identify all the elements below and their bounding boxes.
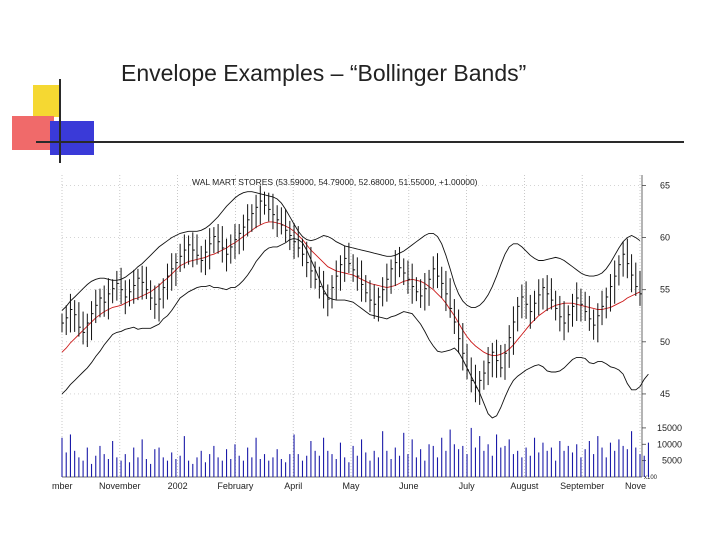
x-tick-label: mber <box>52 481 73 491</box>
x-tick-label: September <box>560 481 604 491</box>
x-tick-label: 2002 <box>168 481 188 491</box>
x-tick-label: June <box>399 481 419 491</box>
x-tick-label: Nove <box>625 481 646 491</box>
slide-title: Envelope Examples – “Bollinger Bands” <box>121 60 527 86</box>
decorative-blue-square <box>50 121 94 155</box>
x-tick-label: November <box>99 481 141 491</box>
price-tick-label: 45 <box>660 389 670 399</box>
decorative-red-square <box>12 116 54 150</box>
x-tick-label: February <box>217 481 254 491</box>
moving-average-line <box>61 221 641 356</box>
volume-multiplier-label: x100 <box>644 475 658 481</box>
decorative-vertical-rule <box>59 79 61 163</box>
price-tick-label: 50 <box>660 337 670 347</box>
x-tick-label: April <box>284 481 302 491</box>
price-tick-label: 55 <box>660 285 670 295</box>
volume-tick-label: 5000 <box>662 456 682 466</box>
bollinger-bands-chart: WAL MART STORES (53.59000, 54.79000, 52.… <box>52 175 682 491</box>
x-tick-label: May <box>342 481 360 491</box>
volume-tick-label: 15000 <box>657 423 682 433</box>
decorative-horizontal-rule <box>36 141 684 143</box>
decorative-yellow-square <box>33 85 59 117</box>
lower-band-line <box>61 238 649 419</box>
upper-band-line <box>61 191 641 311</box>
chart-title: WAL MART STORES (53.59000, 54.79000, 52.… <box>192 177 478 187</box>
volume-tick-label: 10000 <box>657 439 682 449</box>
x-tick-label: July <box>459 481 476 491</box>
price-tick-label: 60 <box>660 233 670 243</box>
x-tick-label: August <box>510 481 539 491</box>
price-tick-label: 65 <box>660 180 670 190</box>
